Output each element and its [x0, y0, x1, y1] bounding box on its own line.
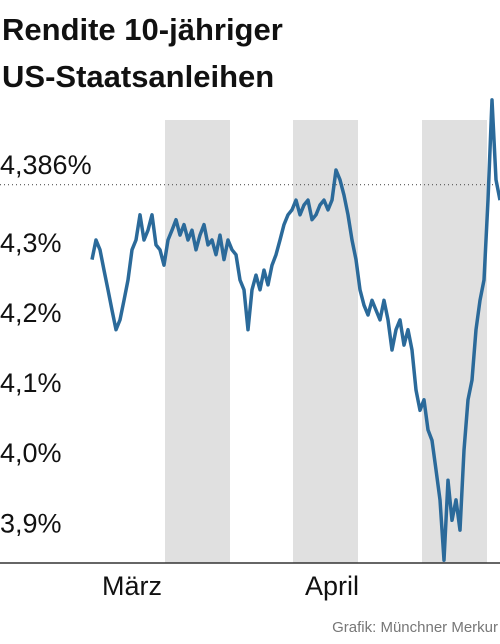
- reference-label: 4,386%: [0, 150, 92, 180]
- y-tick-label: 4,2%: [0, 298, 62, 328]
- y-tick-label: 4,1%: [0, 368, 62, 398]
- y-tick-label: 3,9%: [0, 508, 62, 538]
- y-tick-label: 4,0%: [0, 438, 62, 468]
- source: Grafik: Münchner Merkur: [332, 619, 498, 636]
- week-band: [293, 120, 358, 563]
- x-tick-label: April: [305, 571, 359, 601]
- week-band: [422, 120, 487, 563]
- chart-title: Rendite 10-jähriger: [2, 12, 283, 47]
- x-tick-label: März: [102, 571, 162, 601]
- line: [90, 98, 500, 562]
- week-band: [165, 120, 230, 563]
- chart-title: US-Staatsanleihen: [2, 59, 274, 94]
- y-tick-label: 4,3%: [0, 228, 62, 258]
